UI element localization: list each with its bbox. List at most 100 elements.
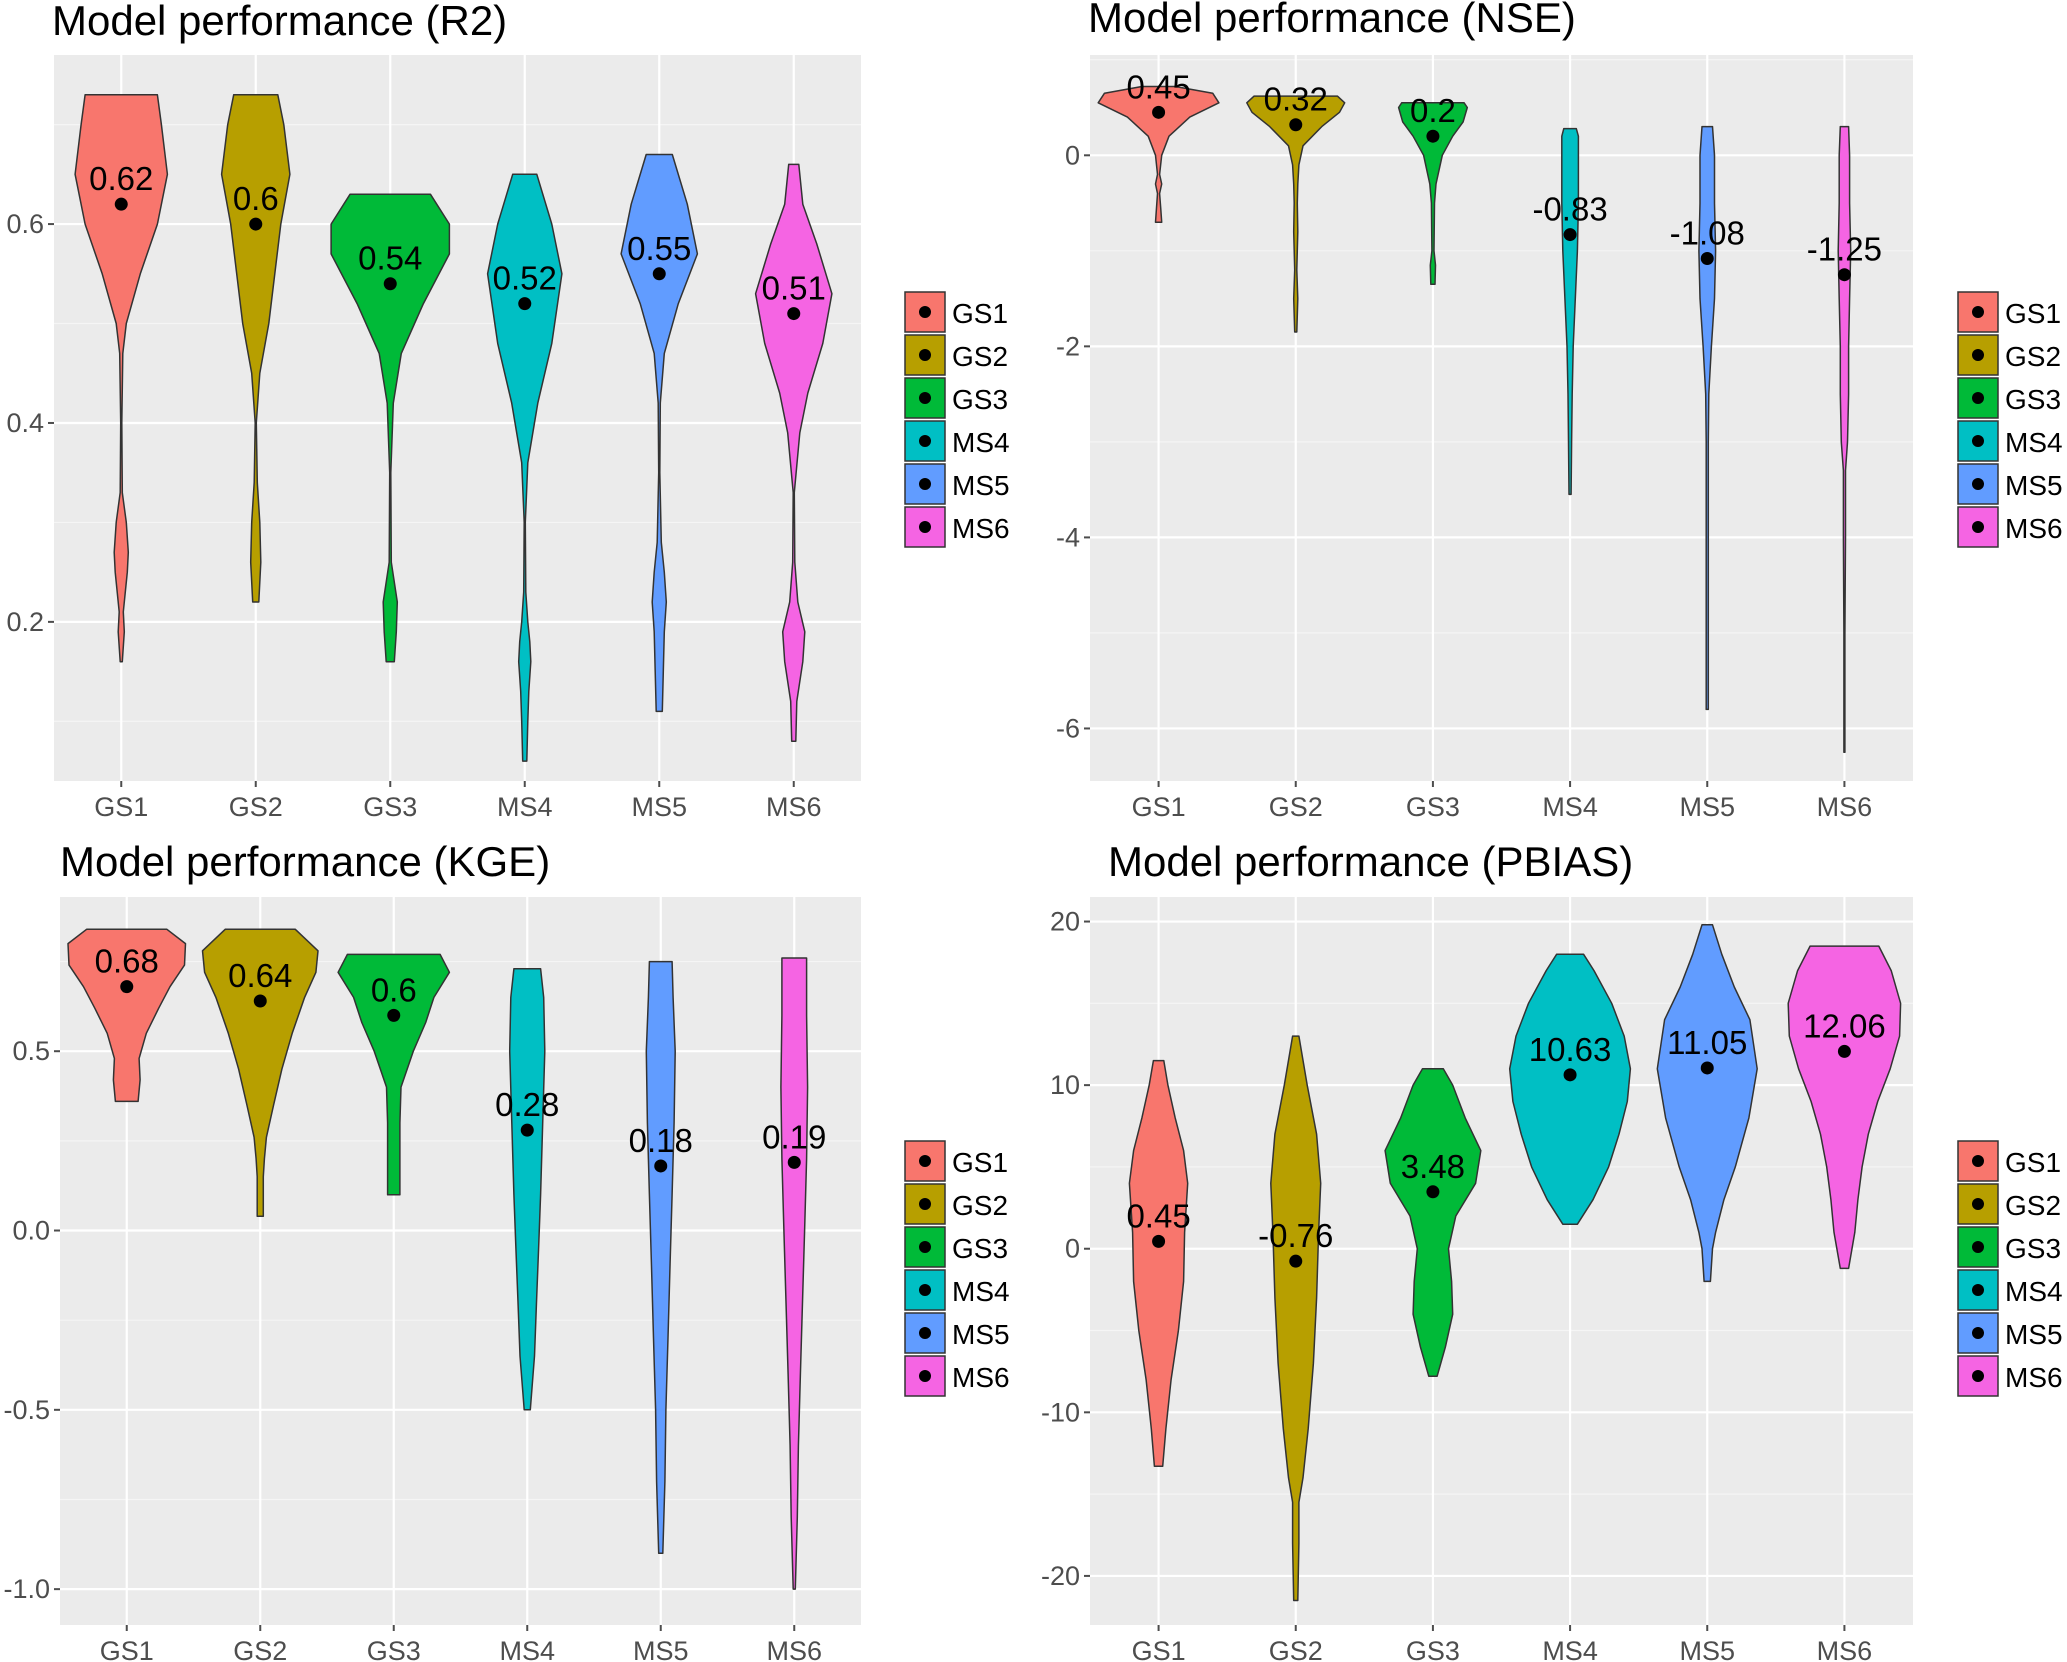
chart-panel-1: Model performance (R2) 0.2 0.4 0.6 GS1 GS2 GS3… xyxy=(6,0,1009,822)
violin-GS2 xyxy=(1246,95,1346,333)
y-tick-label: 0 xyxy=(1065,1234,1080,1264)
legend-label: GS1 xyxy=(2005,298,2061,329)
mean-point xyxy=(1152,105,1166,119)
x-tick-label: MS6 xyxy=(766,1636,822,1662)
y-tick-label: 0.6 xyxy=(6,209,44,239)
legend-key-point xyxy=(919,435,931,447)
y-tick-label: 0 xyxy=(1065,140,1080,170)
violin-GS1 xyxy=(1097,85,1220,223)
data-label: 0.55 xyxy=(627,230,691,267)
chart-title: Model performance (R2) xyxy=(52,0,507,44)
mean-point xyxy=(787,1155,801,1169)
mean-point xyxy=(520,1123,534,1137)
mean-point xyxy=(1700,1061,1714,1075)
legend-key-point xyxy=(919,521,931,533)
x-tick-label: GS1 xyxy=(100,1636,154,1662)
legend-label: MS6 xyxy=(2005,513,2063,544)
violin-MS4 xyxy=(486,173,563,762)
legend-key-point xyxy=(1972,1284,1984,1296)
data-label: 0.51 xyxy=(762,270,826,307)
mean-point xyxy=(383,277,397,291)
data-label: -0.76 xyxy=(1258,1217,1333,1254)
mean-point xyxy=(120,980,134,994)
violin-GS1 xyxy=(67,928,187,1103)
mean-point xyxy=(1152,1234,1166,1248)
data-label: 0.45 xyxy=(1126,1197,1190,1234)
legend-key-point xyxy=(919,349,931,361)
chart-panel-4: Model performance (PBIAS) -20 -10 0 10 20 GS1 G… xyxy=(1041,838,2063,1662)
x-tick-label: GS1 xyxy=(1132,792,1186,822)
y-tick-label: -4 xyxy=(1056,522,1080,552)
mean-point xyxy=(1289,1254,1303,1268)
data-label: 10.63 xyxy=(1529,1031,1612,1068)
violin-GS2 xyxy=(220,94,291,603)
data-label: 0.62 xyxy=(89,160,153,197)
violin-MS4 xyxy=(1561,127,1580,496)
violin-MS4 xyxy=(508,967,546,1411)
x-tick-label: MS5 xyxy=(631,792,687,822)
x-tick-label: GS1 xyxy=(1132,1636,1186,1662)
y-tick-label: -6 xyxy=(1056,713,1080,743)
plot-background xyxy=(60,897,861,1625)
y-tick-label: -0.5 xyxy=(3,1395,50,1425)
y-tick-label: 0.5 xyxy=(12,1036,50,1066)
violin-MS6 xyxy=(1787,945,1902,1270)
legend-label: MS5 xyxy=(2005,1319,2063,1350)
legend-key-point xyxy=(1972,349,1984,361)
data-label: 0.28 xyxy=(495,1086,559,1123)
legend-key-point xyxy=(919,1155,931,1167)
legend-key-point xyxy=(1972,1198,1984,1210)
x-tick-label: GS3 xyxy=(1406,1636,1460,1662)
data-label: 0.54 xyxy=(358,240,422,277)
legend-key-point xyxy=(919,1284,931,1296)
mean-point xyxy=(518,297,532,311)
legend-key-point xyxy=(919,478,931,490)
violin-GS2 xyxy=(201,928,319,1217)
legend-label: GS1 xyxy=(952,1147,1008,1178)
legend-label: MS6 xyxy=(952,1362,1010,1393)
x-tick-label: GS2 xyxy=(233,1636,287,1662)
violin-GS1 xyxy=(74,94,169,663)
legend-label: GS1 xyxy=(952,298,1008,329)
mean-point xyxy=(654,1159,668,1173)
y-tick-label: 10 xyxy=(1050,1070,1080,1100)
mean-point xyxy=(1700,251,1714,265)
violin-MS5 xyxy=(1698,125,1717,711)
mean-point xyxy=(1426,1185,1440,1199)
data-label: 0.52 xyxy=(493,260,557,297)
chart-title: Model performance (KGE) xyxy=(60,838,550,885)
mean-point xyxy=(114,197,128,211)
legend-key-point xyxy=(919,1198,931,1210)
data-label: 0.19 xyxy=(762,1118,826,1155)
violin-MS6 xyxy=(754,163,833,742)
legend-label: MS4 xyxy=(952,427,1010,458)
legend-key-point xyxy=(1972,1155,1984,1167)
data-label: 0.6 xyxy=(233,180,279,217)
data-label: 0.32 xyxy=(1264,81,1328,118)
legend-key-point xyxy=(919,1241,931,1253)
violin-MS6 xyxy=(1837,125,1852,754)
data-label: 0.45 xyxy=(1126,68,1190,105)
data-label: 11.05 xyxy=(1667,1024,1747,1061)
legend-label: MS5 xyxy=(2005,470,2063,501)
mean-point xyxy=(249,217,263,231)
legend-label: GS2 xyxy=(952,1190,1008,1221)
violin-GS3 xyxy=(1397,102,1469,286)
data-label: 0.6 xyxy=(371,971,417,1008)
legend-key-point xyxy=(1972,521,1984,533)
legend-label: GS3 xyxy=(952,1233,1008,1264)
legend-label: GS2 xyxy=(952,341,1008,372)
violin-MS6 xyxy=(780,957,809,1590)
legend-label: GS2 xyxy=(2005,1190,2061,1221)
legend-key-MS6 xyxy=(1957,1355,1999,1397)
legend-key-GS2 xyxy=(1957,334,1999,376)
mean-point xyxy=(1289,118,1303,132)
x-tick-label: MS4 xyxy=(1542,1636,1598,1662)
data-label: -0.83 xyxy=(1532,191,1607,228)
y-tick-label: 20 xyxy=(1050,907,1080,937)
legend-key-point xyxy=(1972,306,1984,318)
chart-title: Model performance (PBIAS) xyxy=(1108,838,1633,885)
y-tick-label: 0.4 xyxy=(6,408,44,438)
legend-label: GS1 xyxy=(2005,1147,2061,1178)
data-label: 12.06 xyxy=(1803,1007,1886,1044)
